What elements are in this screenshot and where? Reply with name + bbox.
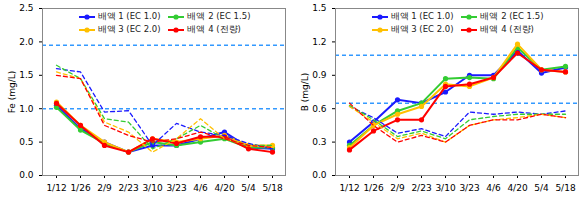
html-text:배액 2 (EC 1.5): 배액 2 (EC 1.5) [480, 11, 544, 21]
svg-text:1.5: 1.5 [19, 70, 33, 80]
svg-text:0.9: 0.9 [312, 70, 327, 80]
svg-text:Fe (mg/L): Fe (mg/L) [7, 71, 17, 114]
html-text:배액 4 (전량): 배액 4 (전량) [187, 24, 241, 34]
svg-text:5/4: 5/4 [534, 183, 549, 193]
svg-text:2/23: 2/23 [118, 183, 138, 193]
svg-text:0.3: 0.3 [312, 137, 326, 147]
svg-text:0.6: 0.6 [312, 104, 327, 114]
html-text:배액 1 (EC 1.0): 배액 1 (EC 1.0) [97, 11, 161, 21]
svg-text:3/10: 3/10 [142, 183, 162, 193]
svg-text:4/6: 4/6 [486, 183, 501, 193]
svg-text:1.5: 1.5 [312, 3, 326, 13]
svg-text:0.0: 0.0 [19, 170, 34, 180]
svg-text:B (mg/L): B (mg/L) [300, 73, 310, 112]
svg-text:4/20: 4/20 [507, 183, 527, 193]
svg-text:2.0: 2.0 [19, 37, 34, 47]
svg-text:5/4: 5/4 [241, 183, 256, 193]
svg-text:2/9: 2/9 [97, 183, 112, 193]
html-text:배액 3 (EC 2.0): 배액 3 (EC 2.0) [390, 24, 454, 34]
svg-text:1/26: 1/26 [70, 183, 90, 193]
svg-text:1/12: 1/12 [46, 183, 66, 193]
svg-text:1.0: 1.0 [19, 104, 34, 114]
svg-text:1/12: 1/12 [339, 183, 359, 193]
svg-text:2.5: 2.5 [19, 3, 33, 13]
svg-text:2/23: 2/23 [411, 183, 431, 193]
svg-text:0.5: 0.5 [19, 137, 33, 147]
svg-text:1/26: 1/26 [363, 183, 383, 193]
svg-text:4/20: 4/20 [214, 183, 234, 193]
html-text:배액 3 (EC 2.0): 배액 3 (EC 2.0) [97, 24, 161, 34]
svg-text:3/23: 3/23 [459, 183, 479, 193]
svg-text:5/18: 5/18 [262, 183, 282, 193]
html-text:배액 4 (전량): 배액 4 (전량) [480, 24, 534, 34]
html-text:배액 1 (EC 1.0): 배액 1 (EC 1.0) [390, 11, 454, 21]
svg-text:0.0: 0.0 [312, 170, 327, 180]
svg-text:1.2: 1.2 [312, 37, 326, 47]
svg-text:2/9: 2/9 [390, 183, 405, 193]
svg-text:3/23: 3/23 [166, 183, 186, 193]
svg-text:4/6: 4/6 [193, 183, 208, 193]
html-text:배액 2 (EC 1.5): 배액 2 (EC 1.5) [187, 11, 251, 21]
svg-text:3/10: 3/10 [435, 183, 455, 193]
svg-text:5/18: 5/18 [555, 183, 575, 193]
